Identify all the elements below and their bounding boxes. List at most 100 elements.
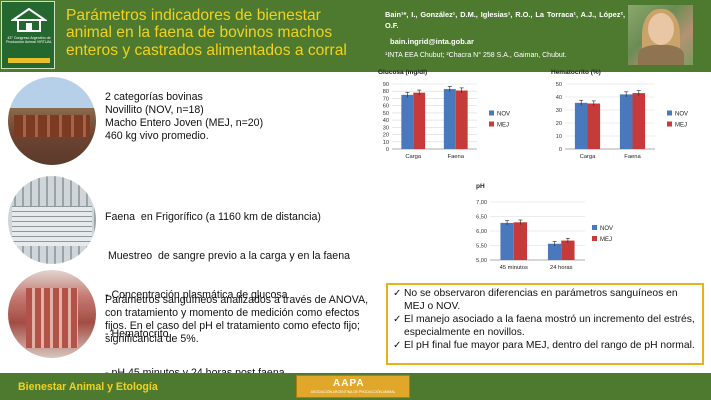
y-tick-label: 30 (556, 108, 562, 114)
photo-face (648, 13, 674, 45)
bar-nov (619, 94, 633, 149)
poster-title: Parámetros indicadores de bienestar anim… (66, 7, 347, 59)
chart-title: Glucosa (mg/dl) (378, 69, 427, 76)
conclusions-box: ✓ No se observaron diferencias en paráme… (386, 283, 704, 365)
sampling-line: - Hematocrito (105, 328, 169, 340)
y-tick-label: 40 (556, 95, 562, 101)
conclusion-item: ✓ No se observaron diferencias en paráme… (393, 288, 696, 313)
authors: Bain¹*, I., González¹, D.M., Iglesias¹, … (385, 10, 625, 30)
ph-chart: pH 5,00 5,50 6,00 6,50 7,00 45 minutos 24 horas… (476, 183, 613, 271)
conclusion-item: ✓ El manejo asociado a la faena mostró u… (393, 314, 696, 339)
aapa-logo: AAPA ASOCIACIÓN ARGENTINA DE PRODUCCIÓN … (296, 375, 410, 398)
conclusion-item: ✓ El pH final fue mayor para MEJ, dentro… (393, 340, 696, 353)
sampling-line: Muestreo de sangre previo a la carga y e… (105, 250, 350, 262)
animals-line: 2 categorías bovinas (105, 91, 203, 103)
animals-line: Macho Entero Joven (MEJ, n=20) (105, 117, 264, 129)
truck-shape (12, 206, 92, 246)
animals-line: 460 kg vivo promedio. (105, 130, 209, 142)
animals-line: Novillito (NOV, n=18) (105, 104, 204, 116)
y-tick-label: 40 (383, 118, 389, 124)
cattle-photo (8, 77, 96, 165)
analysis-section: Parámetros sanguíneos analizados a travé… (105, 294, 369, 345)
y-tick-label: 60 (383, 104, 389, 110)
legend-label: MEJ (600, 237, 612, 243)
y-tick-label: 10 (383, 140, 389, 146)
hematocrit-chart: Hematocrito (%) 0 10 20 30 40 50 Carga Faena NOV M… (551, 69, 688, 160)
bar-nov (443, 89, 456, 149)
y-tick-label: 50 (556, 82, 562, 88)
bar-mej (413, 92, 426, 149)
legend-label: NOV (675, 112, 688, 118)
y-tick-label: 20 (383, 133, 389, 139)
legend-swatch (667, 110, 672, 116)
y-tick-label: 10 (556, 134, 562, 140)
chart-title: pH (476, 183, 485, 190)
y-tick-label: 0 (386, 147, 389, 153)
y-tick-label: 30 (383, 125, 389, 131)
y-tick-label: 5,00 (476, 258, 487, 264)
x-tick-label: Faena (448, 154, 465, 160)
author-email[interactable]: bain.ingrid@inta.gob.ar (390, 37, 474, 46)
x-tick-label: Carga (580, 154, 597, 160)
legend-label: NOV (497, 112, 510, 118)
header-banner: 43° Congreso Argentino de Producción Ani… (0, 0, 711, 72)
legend-swatch (489, 110, 494, 116)
sampling-section: Faena en Frigorífico (a 1160 km de dista… (105, 185, 350, 393)
check-icon: ✓ (393, 340, 402, 352)
legend-label: NOV (600, 226, 613, 232)
x-tick-label: Carga (405, 154, 422, 160)
y-tick-label: 5,50 (476, 244, 487, 250)
cattle-shape (14, 115, 90, 137)
truck-photo (8, 176, 96, 264)
y-tick-label: 6,00 (476, 229, 487, 235)
y-tick-label: 50 (383, 111, 389, 117)
bar-mej (455, 90, 468, 149)
bar-mej (587, 103, 601, 149)
bar-nov (574, 102, 588, 149)
check-icon: ✓ (393, 288, 402, 299)
animals-section: 2 categorías bovinas Novillito (NOV, n=1… (105, 91, 263, 143)
y-tick-label: 70 (383, 96, 389, 102)
sampling-line: - Concentración plasmática de glucosa (105, 289, 288, 301)
aapa-subtitle: ASOCIACIÓN ARGENTINA DE PRODUCCIÓN ANIMA… (310, 390, 396, 394)
bar-nov (547, 243, 562, 260)
carcass-photo (8, 270, 96, 358)
bar-mej (632, 93, 646, 149)
x-tick-label: Faena (624, 154, 641, 160)
barn-icon (11, 8, 47, 32)
y-tick-label: 20 (556, 121, 562, 127)
y-tick-label: 7,00 (476, 200, 487, 206)
sampling-line: Faena en Frigorífico (a 1160 km de dista… (105, 211, 321, 223)
carcass-shape (26, 288, 78, 348)
legend-swatch (667, 121, 672, 127)
affiliation: ¹INTA EEA Chubut; ²Chacra N° 258 S.A., G… (385, 52, 567, 59)
check-icon: ✓ (393, 314, 402, 326)
photo-body (638, 45, 684, 65)
legend-swatch (592, 236, 597, 241)
y-tick-label: 6,50 (476, 215, 487, 221)
logo-text: 43° Congreso Argentino de Producción Ani… (6, 36, 52, 45)
author-photo (628, 5, 693, 65)
chart-title: Hematocrito (%) (551, 69, 601, 76)
legend-swatch (592, 225, 597, 230)
footer-label: Bienestar Animal y Etología (18, 381, 158, 393)
bar-nov (500, 222, 514, 260)
y-tick-label: 0 (559, 147, 562, 153)
legend-swatch (489, 121, 494, 127)
congress-logo: 43° Congreso Argentino de Producción Ani… (1, 1, 55, 69)
conclusion-text: El manejo asociado a la faena mostró un … (404, 314, 695, 338)
bar-nov (401, 94, 414, 149)
bar-mej (513, 222, 528, 260)
conclusion-text: No se observaron diferencias en parámetr… (404, 288, 678, 312)
bar-mej (561, 240, 575, 260)
logo-badge (8, 58, 50, 63)
x-tick-label: 24 horas (550, 265, 573, 271)
legend-label: MEJ (675, 123, 687, 129)
x-tick-label: 45 minutos (500, 265, 528, 271)
conclusion-text: El pH final fue mayor para MEJ, dentro d… (404, 340, 695, 352)
y-tick-label: 80 (383, 89, 389, 95)
aapa-mark: AAPA (333, 378, 365, 389)
y-tick-label: 90 (383, 82, 389, 88)
legend-label: MEJ (497, 123, 509, 129)
